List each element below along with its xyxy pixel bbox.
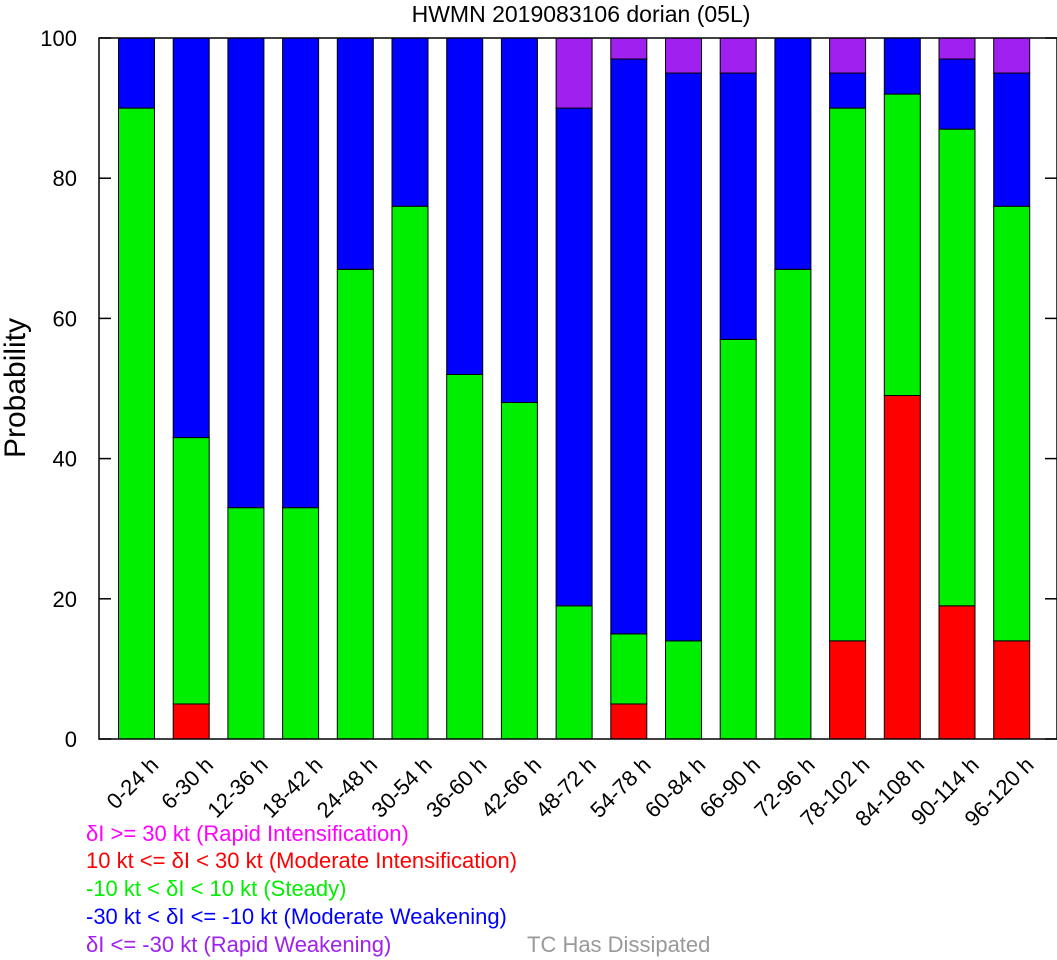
- bar-segment-st-10: [665, 640, 702, 740]
- bar-segment-mw-14: [883, 37, 921, 95]
- bar-segment-st-11: [719, 338, 757, 740]
- bar-segment-st-16: [993, 205, 1031, 642]
- legend-item-steady: -10 kt < δI < 10 kt (Steady): [86, 876, 347, 901]
- y-tick-label: 80: [53, 166, 77, 191]
- x-tick-label: 54-78 h: [585, 752, 655, 822]
- bar-segment-st-1: [172, 437, 210, 705]
- y-tick-label: 20: [53, 587, 77, 612]
- x-tick-label: 42-66 h: [476, 752, 546, 822]
- bar-segment-rw-16: [993, 37, 1031, 74]
- bar-segment-st-3: [282, 507, 320, 740]
- bar-segment-mw-10: [665, 72, 702, 642]
- bar-segment-mi-9: [610, 703, 648, 740]
- x-tick-label: 66-90 h: [695, 752, 765, 822]
- bar-segment-rw-9: [610, 37, 648, 60]
- x-tick-label: 12-36 h: [202, 752, 272, 822]
- plot-frame: [98, 37, 1057, 740]
- y-tick-label: 40: [53, 447, 77, 472]
- bar-segment-rw-13: [829, 37, 867, 74]
- x-tick-label: 48-72 h: [531, 752, 601, 822]
- bar-segment-mw-4: [336, 37, 374, 270]
- bar-segment-mw-15: [938, 58, 976, 130]
- bar-segment-mi-15: [938, 605, 976, 740]
- bar-segment-mw-13: [829, 72, 867, 109]
- y-axis: 0 20 40 60 80 100: [40, 26, 1057, 752]
- x-tick-label: 30-54 h: [366, 752, 436, 822]
- legend-item-rapid-intensification: δI >= 30 kt (Rapid Intensification): [86, 821, 409, 846]
- bar-segment-mw-7: [500, 37, 538, 404]
- y-tick-label: 60: [53, 306, 77, 331]
- legend-item-tc-dissipated: TC Has Dissipated: [527, 932, 711, 957]
- bar-segment-st-12: [774, 268, 812, 740]
- x-tick-label: 18-42 h: [257, 752, 327, 822]
- bar-segment-st-14: [883, 93, 921, 397]
- bar-segment-mi-1: [172, 703, 210, 740]
- bar-segment-mw-12: [774, 37, 812, 270]
- bar-segment-st-15: [938, 128, 976, 607]
- bar-segment-st-4: [336, 268, 374, 740]
- legend-item-moderate-intensification: 10 kt <= δI < 30 kt (Moderate Intensific…: [86, 848, 518, 873]
- bar-segment-mw-11: [719, 72, 757, 340]
- bar-segment-mw-8: [555, 107, 593, 607]
- bar-segment-st-7: [500, 402, 538, 740]
- bar-segment-rw-15: [938, 37, 976, 60]
- bar-segment-rw-11: [719, 37, 757, 74]
- bar-segment-mw-9: [610, 58, 648, 635]
- bar-segment-st-0: [118, 107, 155, 740]
- bar-segment-st-5: [391, 205, 429, 740]
- x-tick-label: 36-60 h: [421, 752, 491, 822]
- bar-segment-rw-8: [555, 37, 593, 109]
- bar-segment-mi-16: [993, 640, 1031, 740]
- bar-segment-mw-6: [446, 37, 484, 375]
- bar-segment-mw-16: [993, 72, 1031, 207]
- bar-segment-st-9: [610, 633, 648, 705]
- bar-segment-mw-1: [172, 37, 210, 439]
- bar-segment-rw-10: [665, 37, 702, 74]
- bar-segment-st-6: [446, 373, 484, 740]
- legend-item-moderate-weakening: -30 kt < δI <= -10 kt (Moderate Weakenin…: [86, 904, 507, 929]
- bar-segment-st-2: [227, 507, 265, 740]
- bar-segment-mi-14: [883, 395, 921, 740]
- y-tick-label: 0: [65, 727, 77, 752]
- y-tick-label: 100: [40, 26, 77, 51]
- bar-segment-st-8: [555, 605, 593, 740]
- bars-group: [118, 37, 1031, 740]
- bar-segment-mw-3: [282, 37, 320, 509]
- x-tick-label: 24-48 h: [312, 752, 382, 822]
- bar-segment-mw-5: [391, 37, 429, 207]
- x-axis: 0-24 h6-30 h12-36 h18-42 h24-48 h30-54 h…: [102, 752, 1039, 831]
- bar-segment-mi-13: [829, 640, 867, 740]
- chart-title: HWMN 2019083106 dorian (05L): [412, 1, 751, 27]
- bar-segment-st-13: [829, 107, 867, 642]
- bar-segment-mw-0: [118, 37, 155, 109]
- y-axis-label: Probability: [0, 318, 32, 458]
- x-tick-label: 0-24 h: [102, 752, 164, 814]
- legend-item-rapid-weakening: δI <= -30 kt (Rapid Weakening): [86, 932, 392, 957]
- x-tick-label: 60-84 h: [640, 752, 710, 822]
- bar-segment-mw-2: [227, 37, 265, 509]
